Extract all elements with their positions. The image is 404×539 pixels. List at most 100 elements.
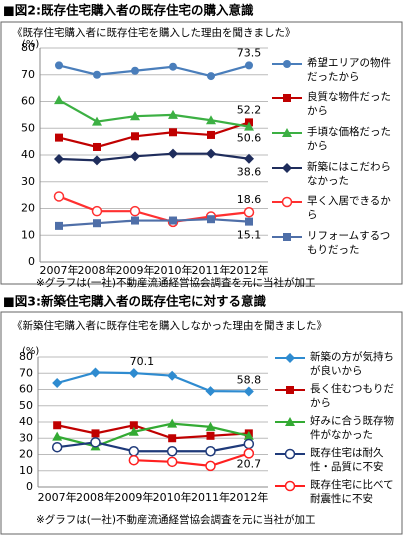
point (205, 386, 216, 397)
point (286, 386, 294, 394)
point (243, 386, 254, 397)
point (283, 94, 291, 102)
legend-entry: 長く住むつもりだから (310, 383, 394, 409)
point (52, 378, 63, 388)
x-tick-label: 2009年 (116, 263, 155, 277)
data-label: 58.8 (237, 373, 262, 386)
point (244, 153, 254, 164)
y-tick-label: 0 (26, 480, 33, 493)
point (167, 418, 178, 428)
point (282, 163, 292, 173)
y-tick-label: 10 (19, 464, 33, 477)
point (244, 121, 254, 131)
legend-entry: 新築にはこだわらなかった (307, 161, 391, 187)
point (130, 151, 140, 162)
point (284, 448, 296, 460)
series-line (57, 441, 250, 453)
point (169, 216, 177, 225)
x-tick-label: 2009年 (114, 490, 153, 504)
y-tick-label: 40 (19, 415, 33, 428)
point (55, 61, 63, 70)
point (54, 95, 64, 105)
point (90, 437, 101, 448)
data-label: 52.2 (237, 103, 262, 116)
y-tick-label: 30 (19, 431, 33, 444)
data-label: 18.6 (237, 193, 262, 206)
y-tick-label: 50 (19, 399, 33, 412)
point (130, 111, 140, 121)
point (205, 421, 216, 431)
point (243, 448, 255, 459)
point (128, 426, 139, 436)
point (91, 429, 100, 438)
series-line (58, 121, 250, 149)
footnote: ※グラフは(一社)不動産流通経営協会調査を元に当社が加工 (36, 513, 316, 526)
point (93, 70, 101, 79)
point (91, 205, 103, 217)
data-label: 50.6 (237, 132, 262, 145)
point (206, 431, 215, 440)
point (166, 456, 178, 468)
y-axis-unit: (%) (22, 39, 39, 50)
point (205, 460, 216, 472)
y-tick-label: 20 (19, 448, 33, 461)
y-tick-label: 40 (21, 148, 35, 161)
point (169, 62, 177, 71)
point (53, 191, 65, 202)
series-line (133, 452, 250, 467)
x-tick-label: 2008年 (76, 490, 115, 504)
data-label: 38.6 (237, 166, 262, 179)
chart-subtitle: 《新築住宅購入者に既存住宅を購入しなかった理由を聞きました》 (12, 319, 327, 332)
point (55, 133, 63, 142)
chart-title: ■図2:既存住宅購入者の既存住宅の購入意識 (3, 3, 254, 18)
legend-entry: 良質な物件だったから (307, 91, 391, 117)
legend-entry: 既存住宅は耐久性・品質に不安 (310, 447, 384, 473)
point (93, 142, 101, 151)
point (131, 66, 139, 75)
y-tick-label: 60 (19, 383, 33, 396)
point (206, 148, 216, 159)
point (90, 367, 101, 378)
legend-entry: リフォームするつもりだった (307, 230, 391, 256)
point (207, 215, 215, 224)
x-tick-label: 2012年 (229, 490, 268, 504)
y-tick-label: 20 (21, 202, 35, 215)
point (283, 60, 291, 68)
point (93, 219, 101, 228)
y-axis-unit: (%) (22, 346, 39, 357)
point (167, 370, 178, 381)
data-label: 15.1 (237, 229, 262, 242)
point (55, 221, 63, 230)
point (206, 115, 216, 125)
point (205, 446, 216, 457)
x-tick-label: 2010年 (153, 490, 192, 504)
x-tick-label: 2008年 (78, 263, 117, 277)
chart-subtitle: 《既存住宅購入者に既存住宅を購入した理由を聞きました》 (12, 26, 296, 39)
series-line (56, 424, 249, 440)
y-tick-label: 80 (21, 41, 35, 54)
chart-frame (0, 311, 403, 535)
point (285, 417, 295, 426)
point (128, 368, 139, 379)
series-line (58, 218, 250, 227)
point (243, 206, 255, 218)
point (281, 196, 293, 208)
y-tick-label: 10 (21, 228, 35, 241)
point (92, 155, 102, 166)
point (92, 116, 102, 126)
legend-entry: 希望エリアの物件だったから (307, 57, 391, 83)
y-tick-label: 0 (28, 255, 35, 268)
point (129, 421, 138, 430)
series-line (58, 195, 250, 223)
y-tick-label: 50 (21, 121, 35, 134)
y-tick-label: 30 (21, 175, 35, 188)
point (53, 421, 62, 430)
point (128, 454, 140, 466)
series-line (58, 99, 250, 128)
point (129, 205, 141, 217)
point (166, 446, 178, 457)
data-label: 70.1 (130, 355, 155, 368)
x-tick-label: 2012年 (230, 263, 269, 277)
